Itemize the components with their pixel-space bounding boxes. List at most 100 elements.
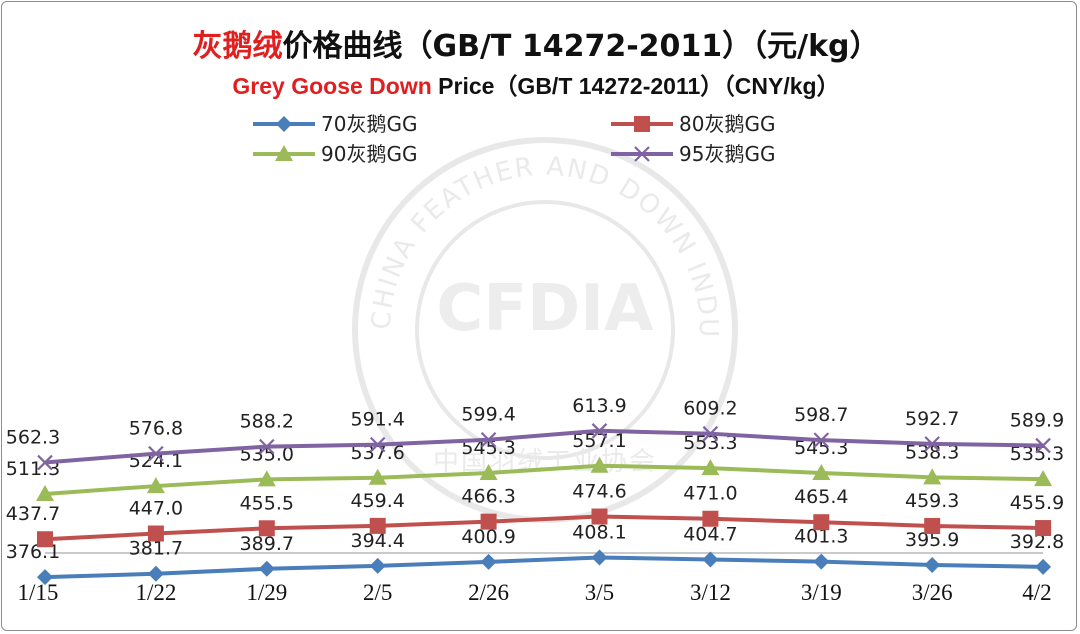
series-3: 511.3 524.1 535.0 537.6 545.3 557.1 553.3 545.3… xyxy=(6,430,1064,501)
legend-label: 80灰鹅GG xyxy=(679,112,775,136)
legend-label: 70灰鹅GG xyxy=(321,112,417,136)
data-label: 404.7 xyxy=(683,524,737,546)
data-point xyxy=(1035,558,1052,575)
data-point xyxy=(146,477,165,494)
legend: 70灰鹅GG 80灰鹅GG 90灰鹅GG 95灰鹅GG xyxy=(253,112,775,166)
data-label: 598.7 xyxy=(794,404,848,426)
data-point xyxy=(813,553,830,570)
data-point xyxy=(591,423,608,439)
data-point xyxy=(702,425,719,442)
data-label: 466.3 xyxy=(461,486,515,508)
series-line xyxy=(44,514,1044,542)
series-layer: 376.1 381.7 389.7 394.4 400.9 408.1 404.7 401.3… xyxy=(6,395,1064,586)
data-label: 538.3 xyxy=(905,441,959,463)
chart-title-en-highlight: Grey Goose Down xyxy=(232,73,431,99)
chart-title-cn-highlight: 灰鹅绒 xyxy=(192,29,282,64)
data-label: 609.2 xyxy=(683,398,737,420)
data-point xyxy=(368,468,387,485)
series-4: 562.3 576.8 588.2 591.4 599.4 613.9 609.2 598.7… xyxy=(6,395,1064,471)
data-label: 408.1 xyxy=(572,521,626,543)
legend-item: 70灰鹅GG xyxy=(253,112,417,136)
data-point xyxy=(37,454,53,471)
data-point xyxy=(701,459,720,476)
legend-item: 90灰鹅GG xyxy=(253,142,417,166)
legend-marker xyxy=(276,116,292,132)
data-point xyxy=(591,549,608,566)
data-label: 400.9 xyxy=(461,526,515,548)
data-point xyxy=(147,565,164,582)
series-line xyxy=(44,463,1044,496)
data-point xyxy=(924,517,941,534)
data-label: 401.3 xyxy=(794,526,848,548)
data-point xyxy=(369,436,386,453)
data-point xyxy=(591,508,608,525)
data-label: 545.3 xyxy=(461,437,515,459)
data-point xyxy=(702,551,719,568)
x-tick-label: 1/22 xyxy=(135,580,176,605)
data-label: 535.3 xyxy=(1010,443,1064,465)
data-point xyxy=(480,553,497,570)
legend-item: 95灰鹅GG xyxy=(611,142,775,166)
data-label: 553.3 xyxy=(683,432,737,454)
data-point xyxy=(369,517,386,534)
x-tick-label: 3/19 xyxy=(801,580,842,605)
data-label: 395.9 xyxy=(905,529,959,551)
x-tick-label: 3/26 xyxy=(912,580,953,605)
chart-title-cn-rest: 价格曲线（GB/T 14272-2011）（元/kg） xyxy=(282,29,879,64)
data-label: 459.3 xyxy=(905,490,959,512)
legend-marker xyxy=(634,146,650,162)
data-point xyxy=(37,569,53,586)
data-point xyxy=(1034,470,1053,487)
data-label: 589.9 xyxy=(1010,410,1064,432)
data-label: 437.7 xyxy=(6,503,60,525)
series-line xyxy=(44,428,1044,465)
data-label: 591.4 xyxy=(350,409,404,431)
data-point xyxy=(479,464,498,481)
data-point xyxy=(923,468,942,485)
data-point xyxy=(480,513,497,530)
data-label: 576.8 xyxy=(129,418,183,440)
data-label: 474.6 xyxy=(572,481,626,503)
data-label: 588.2 xyxy=(240,411,294,433)
chart-title-en: Grey Goose Down Price（GB/T 14272-2011）（C… xyxy=(232,73,839,99)
data-point xyxy=(702,510,719,527)
data-label: 381.7 xyxy=(129,538,183,560)
data-point xyxy=(36,484,54,501)
x-tick-label: 3/12 xyxy=(690,580,731,605)
data-label: 392.8 xyxy=(1010,531,1064,553)
data-label: 459.4 xyxy=(350,490,404,512)
x-tick-label: 1/15 xyxy=(18,580,59,605)
legend-item: 80灰鹅GG xyxy=(611,112,775,136)
data-point xyxy=(147,525,164,542)
data-point xyxy=(259,438,275,455)
data-label: 537.6 xyxy=(350,442,404,464)
data-point xyxy=(924,556,941,573)
data-label: 613.9 xyxy=(572,395,626,417)
legend-marker xyxy=(275,145,293,161)
x-tick-label: 4/2 xyxy=(1022,580,1051,605)
data-label: 557.1 xyxy=(572,430,626,452)
legend-label: 90灰鹅GG xyxy=(321,142,417,166)
data-point xyxy=(812,464,831,481)
data-label: 471.0 xyxy=(683,483,737,505)
legend-marker xyxy=(634,116,650,132)
data-point xyxy=(257,470,276,487)
data-point xyxy=(813,432,830,448)
data-label: 599.4 xyxy=(461,404,515,426)
data-point xyxy=(258,520,275,537)
data-point xyxy=(1035,437,1051,454)
data-label: 465.4 xyxy=(794,486,848,508)
x-tick-label: 2/5 xyxy=(363,580,392,605)
legend-label: 95灰鹅GG xyxy=(679,142,775,166)
series-2: 437.7 447.0 455.5 459.4 466.3 474.6 471.0 465.4… xyxy=(6,481,1064,548)
x-tick-label: 3/5 xyxy=(585,580,614,605)
x-tick-label: 1/29 xyxy=(246,580,287,605)
series-1: 376.1 381.7 389.7 394.4 400.9 408.1 404.7 401.3… xyxy=(6,521,1064,586)
data-point xyxy=(924,436,940,452)
data-point xyxy=(258,560,275,577)
data-label: 447.0 xyxy=(129,498,183,520)
data-point xyxy=(1035,520,1052,537)
data-label: 592.7 xyxy=(905,408,959,430)
data-label: 562.3 xyxy=(6,427,60,449)
